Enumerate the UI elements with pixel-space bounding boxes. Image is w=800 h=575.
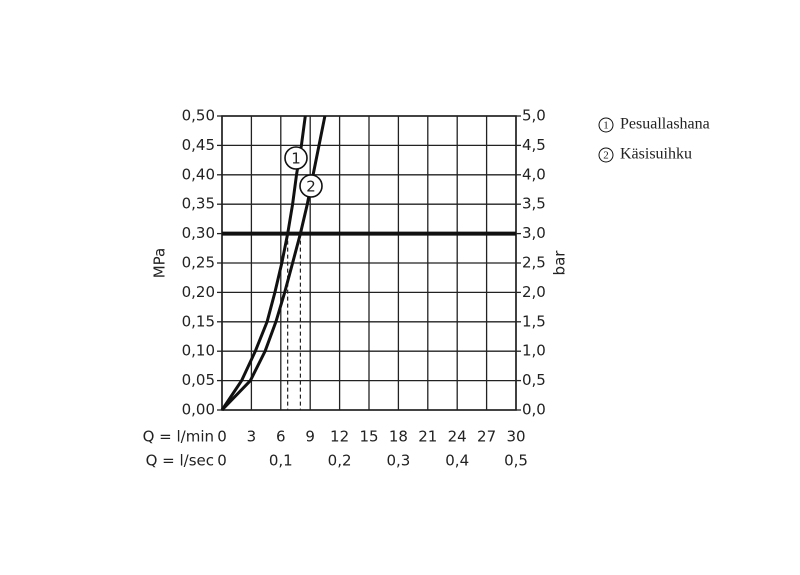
series-callout-label: 2 — [306, 178, 316, 196]
x-axis-label: Q = l/min — [143, 428, 214, 446]
y2-tick-label: 2,0 — [522, 283, 546, 301]
y-tick-label: 0,25 — [182, 254, 215, 272]
y-tick-label: 0,10 — [182, 342, 215, 360]
y-axis-label: MPa — [151, 248, 169, 279]
x2-tick-label: 0,4 — [445, 452, 469, 470]
y2-tick-label: 4,5 — [522, 136, 546, 154]
legend-marker — [598, 147, 614, 163]
y2-tick-label: 3,0 — [522, 224, 546, 242]
y-tick-label: 0,05 — [182, 371, 215, 389]
y2-tick-label: 4,0 — [522, 165, 546, 183]
x-tick-label: 6 — [276, 428, 286, 446]
y-tick-label: 0,45 — [182, 136, 215, 154]
x2-tick-label: 0,2 — [328, 452, 352, 470]
x-tick-label: 24 — [448, 428, 467, 446]
x-tick-label: 15 — [359, 428, 378, 446]
y2-tick-label: 1,5 — [522, 312, 546, 330]
y2-tick-label: 0,5 — [522, 371, 546, 389]
y-tick-label: 0,15 — [182, 312, 215, 330]
series-callout — [284, 146, 308, 170]
y-tick-label: 0,35 — [182, 195, 215, 213]
x2-tick-label: 0,3 — [386, 452, 410, 470]
plot-frame — [221, 115, 517, 411]
x2-axis-label: Q = l/sec — [146, 452, 214, 470]
x-tick-label: 3 — [247, 428, 257, 446]
y2-tick-label: 2,5 — [522, 254, 546, 272]
legend-label: Käsisuihku — [620, 146, 692, 163]
y2-tick-label: 3,5 — [522, 195, 546, 213]
x-tick-label: 12 — [330, 428, 349, 446]
y-tick-label: 0,00 — [182, 401, 215, 419]
legend-marker-label: 2 — [603, 150, 609, 162]
y2-tick-label: 5,0 — [522, 107, 546, 125]
x-tick-label: 9 — [305, 428, 315, 446]
x-tick-label: 18 — [389, 428, 408, 446]
legend-label: Pesuallashana — [620, 116, 710, 133]
y-tick-label: 0,30 — [182, 224, 215, 242]
series-callout-label: 1 — [291, 150, 301, 168]
y-tick-label: 0,50 — [182, 107, 215, 125]
y-tick-label: 0,40 — [182, 165, 215, 183]
series-line — [220, 115, 327, 412]
series-callout — [299, 174, 323, 198]
x-tick-label: 0 — [217, 428, 227, 446]
y2-axis-label: bar — [551, 250, 569, 276]
x-tick-label: 30 — [506, 428, 525, 446]
legend: 1 Pesuallashana 2 Käsisuihku — [598, 116, 710, 163]
y2-tick-label: 1,0 — [522, 342, 546, 360]
x-tick-label: 21 — [418, 428, 437, 446]
x-tick-label: 27 — [477, 428, 496, 446]
y-tick-label: 0,20 — [182, 283, 215, 301]
x2-tick-label: 0,1 — [269, 452, 293, 470]
y2-tick-label: 0,0 — [522, 401, 546, 419]
legend-marker-label: 1 — [603, 120, 609, 132]
legend-marker — [598, 117, 614, 133]
x2-tick-label: 0,5 — [504, 452, 528, 470]
x2-tick-label: 0 — [217, 452, 227, 470]
